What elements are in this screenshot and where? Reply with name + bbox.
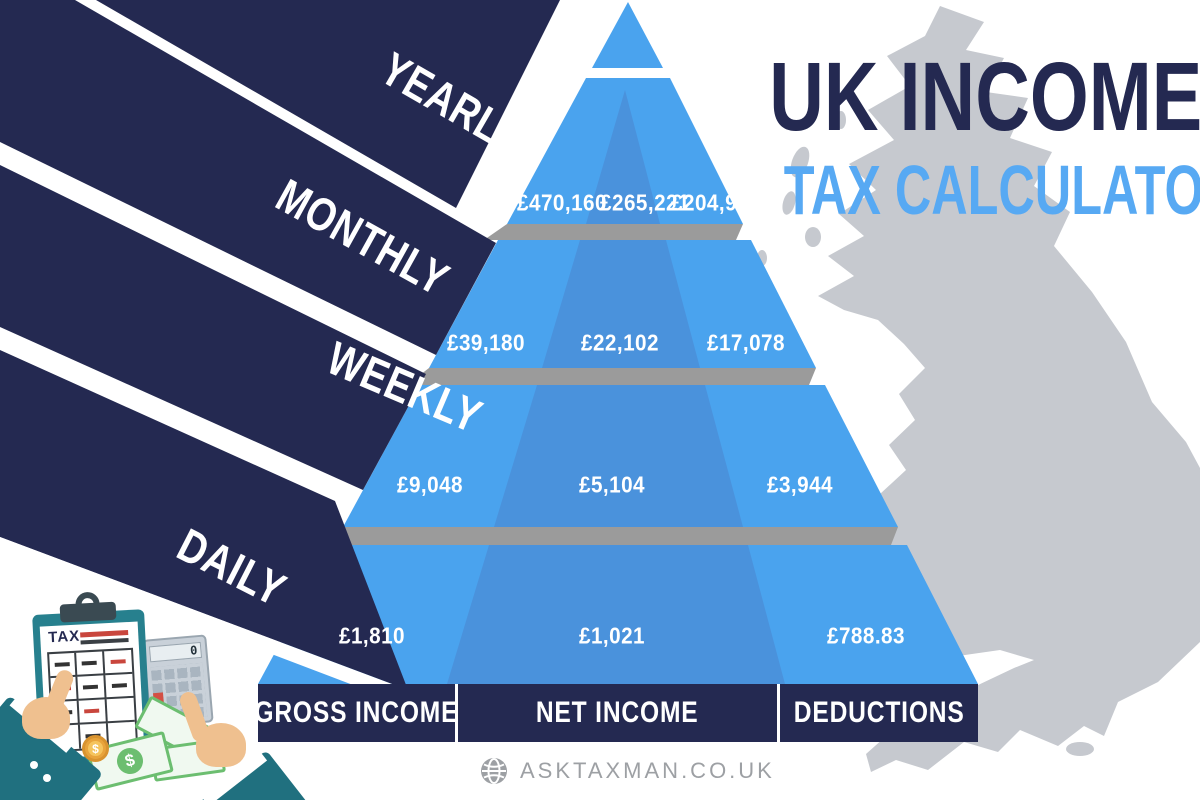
column-net-income: NET INCOME bbox=[458, 684, 777, 742]
island-shape bbox=[790, 146, 810, 178]
ribbon-daily-gap bbox=[0, 537, 408, 704]
column-divider bbox=[455, 684, 458, 742]
isle-of-wight-shape bbox=[1066, 742, 1094, 756]
separator-ledge-2 bbox=[407, 368, 816, 385]
value-monthly-deductions: £17,078 bbox=[707, 329, 785, 356]
value-yearly-deductions: £204,939 bbox=[671, 189, 761, 216]
globe-icon bbox=[481, 758, 507, 784]
ribbon-monthly bbox=[0, 0, 496, 355]
value-monthly-net: £22,102 bbox=[581, 329, 659, 356]
page-title: UK INCOME bbox=[769, 42, 1200, 151]
value-daily-gross: £1,810 bbox=[338, 622, 406, 649]
separator-ledge-1 bbox=[484, 224, 743, 240]
tax-form-rule bbox=[80, 638, 129, 645]
column-deductions: DEDUCTIONS bbox=[780, 684, 978, 742]
column-net-income-label: NET INCOME bbox=[536, 696, 699, 729]
brand-footer: ASKTAXMAN.CO.UK bbox=[480, 757, 775, 785]
clipboard-clip bbox=[59, 601, 117, 623]
value-weekly-gross: £9,048 bbox=[396, 471, 464, 498]
table-mark bbox=[82, 660, 98, 666]
island-shape bbox=[782, 191, 796, 215]
ribbon-yearly bbox=[96, 0, 560, 208]
table-cell bbox=[77, 675, 107, 701]
table-mark bbox=[54, 662, 70, 667]
title-block: UK INCOME TAX CALCULATOR bbox=[716, 48, 1200, 225]
table-cell bbox=[103, 649, 133, 676]
island-shape bbox=[805, 227, 821, 247]
sleeve-button bbox=[43, 774, 51, 782]
table-mark bbox=[114, 732, 129, 737]
page-subtitle: TAX CALCULATOR bbox=[783, 151, 1200, 229]
value-monthly-gross: £39,180 bbox=[447, 329, 525, 356]
value-yearly-gross: £470,160 bbox=[517, 189, 607, 216]
tier-yearly-inner bbox=[586, 90, 660, 224]
sleeve-button bbox=[30, 761, 38, 769]
coin-icon: $ bbox=[82, 735, 109, 762]
column-gross-income: GROSS INCOME bbox=[255, 684, 458, 742]
calculator-display: 0 bbox=[148, 641, 203, 663]
dollar-seal: $ bbox=[114, 745, 146, 777]
table-mark bbox=[110, 659, 126, 664]
column-gross-income-label: GROSS INCOME bbox=[254, 696, 459, 729]
table-mark bbox=[113, 707, 128, 712]
tier-daily-inner bbox=[447, 545, 785, 684]
coin-dollar-symbol: $ bbox=[88, 741, 103, 756]
website-link[interactable]: ASKTAXMAN.CO.UK bbox=[520, 758, 775, 783]
separator-ledge-3 bbox=[321, 527, 898, 545]
value-weekly-net: £5,104 bbox=[578, 471, 646, 498]
table-mark bbox=[111, 683, 127, 688]
value-yearly-net: £265,221 bbox=[600, 189, 690, 216]
tax-form-title: TAX bbox=[47, 627, 81, 647]
column-divider bbox=[777, 684, 780, 742]
value-daily-deductions: £788.83 bbox=[827, 622, 905, 649]
tier-weekly-inner bbox=[494, 385, 743, 527]
tier-monthly-inner bbox=[542, 240, 700, 368]
table-mark bbox=[83, 684, 99, 690]
value-weekly-deductions: £3,944 bbox=[766, 471, 834, 498]
tax-form-rule bbox=[80, 630, 129, 638]
column-deductions-label: DEDUCTIONS bbox=[793, 696, 965, 729]
table-cell bbox=[78, 699, 108, 725]
ribbon-weekly bbox=[0, 165, 426, 490]
value-daily-net: £1,021 bbox=[578, 622, 646, 649]
table-mark bbox=[84, 708, 100, 714]
table-cell bbox=[105, 673, 134, 700]
pyramid-apex bbox=[592, 2, 663, 68]
island-shape bbox=[836, 111, 846, 129]
table-cell bbox=[76, 651, 106, 677]
ribbon-daily bbox=[0, 350, 408, 690]
column-legend-bar: GROSS INCOME NET INCOME DEDUCTIONS bbox=[255, 684, 978, 742]
table-cell bbox=[106, 697, 135, 724]
tax-illustration: 0 TAX bbox=[0, 585, 328, 800]
